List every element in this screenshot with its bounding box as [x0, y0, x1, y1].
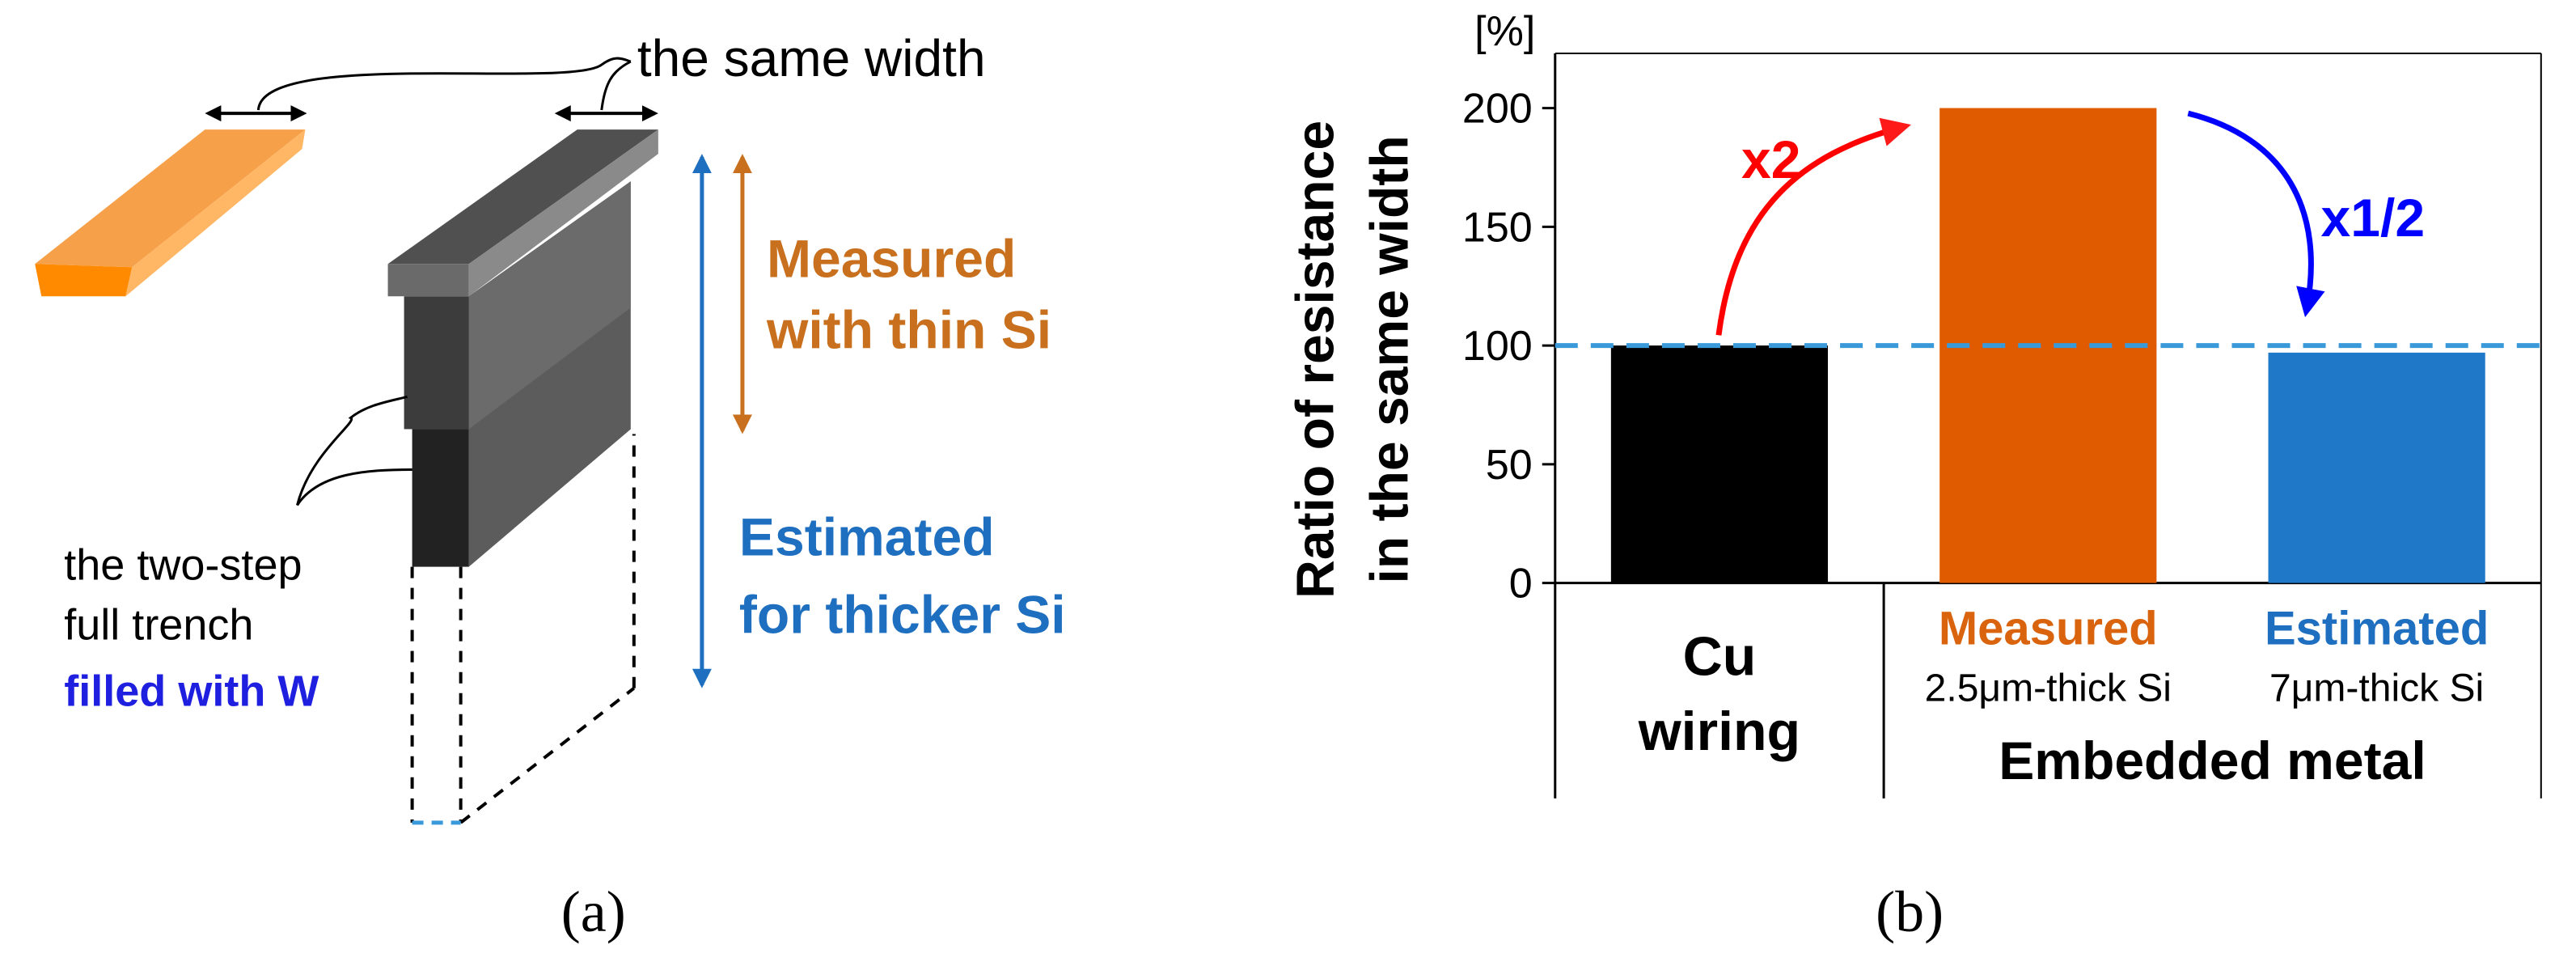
leader-line: [296, 468, 412, 506]
caption: (b): [1876, 879, 1944, 944]
body-side-upper: [468, 181, 631, 430]
cap-top: [387, 129, 658, 265]
measured-label: with thin Si: [766, 299, 1051, 359]
cap-front: [387, 264, 469, 297]
body-front-lower: [412, 429, 469, 567]
orange-front: [35, 264, 133, 297]
bar: [2268, 352, 2485, 583]
orange-top: [35, 129, 306, 268]
annotation: x2: [1741, 129, 1800, 189]
y-tick-label: 100: [1462, 323, 1533, 370]
leader-line: [296, 395, 408, 506]
dashed-outline: [410, 434, 636, 824]
y-axis-label: Ratio of resistance: [1285, 121, 1345, 599]
trench-label: full trench: [64, 601, 253, 650]
trench-label: filled with W: [64, 667, 319, 716]
category-sublabel: 7μm-thick Si: [2269, 667, 2484, 710]
category-sublabel: 2.5μm-thick Si: [1925, 667, 2172, 710]
group-label: Embedded metal: [1999, 731, 2426, 790]
measured-label: Measured: [767, 228, 1016, 288]
panel-b: [%] Ratio of resistance in the same width 0…: [1285, 8, 2542, 798]
panel-a: the same width Measured with thin Si Est…: [35, 29, 1066, 825]
width-label: the same width: [637, 29, 986, 87]
annotation-arrow: [2187, 110, 2325, 318]
leader-line: [256, 57, 632, 111]
y-tick-label: 200: [1462, 86, 1533, 133]
caption: (a): [561, 879, 626, 944]
body-front-upper: [404, 296, 469, 430]
estimated-label: Estimated: [739, 507, 995, 567]
orange-side: [125, 129, 306, 297]
cap-side: [468, 129, 658, 297]
trench-label: the two-step: [64, 541, 302, 590]
category-label: Cu wiring: [1638, 626, 1800, 762]
y-tick-label: 50: [1486, 442, 1533, 489]
unit-label: [%]: [1474, 8, 1535, 55]
category-label: Measured: [1939, 603, 2158, 655]
y-tick-label: 0: [1509, 561, 1533, 608]
estimated-label: for thicker Si: [739, 585, 1066, 645]
annotation-arrow: [1715, 117, 1911, 336]
bar: [1939, 108, 2157, 583]
annotation: x1/2: [2321, 188, 2426, 248]
leader-line: [600, 60, 632, 111]
y-axis-label: in the same width: [1360, 135, 1419, 583]
category-label: Estimated: [2265, 603, 2489, 655]
y-tick-label: 150: [1462, 204, 1533, 251]
bar: [1610, 345, 1829, 583]
